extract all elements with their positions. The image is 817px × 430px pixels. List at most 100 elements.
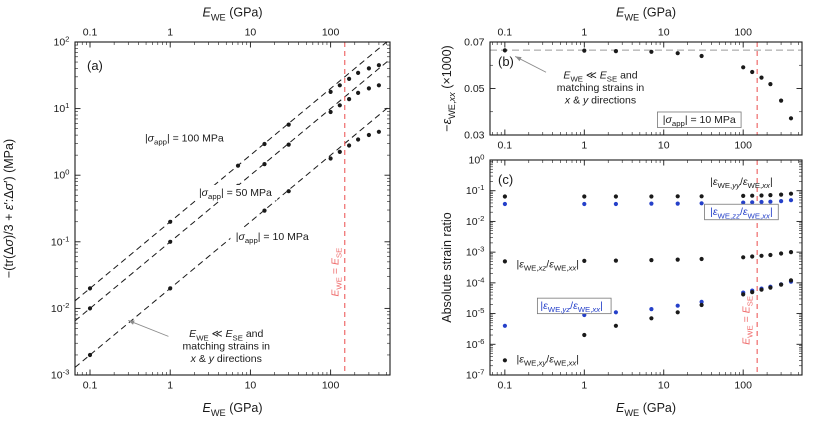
- data-point: [337, 83, 342, 88]
- series-eps-yy-over-xx: [502, 191, 794, 199]
- data-point: [347, 97, 352, 102]
- data-point: [613, 258, 619, 263]
- data-point: [675, 303, 680, 308]
- data-point: [788, 191, 794, 196]
- data-point: [366, 86, 371, 91]
- data-point: [376, 63, 381, 68]
- data-point: [741, 292, 746, 297]
- ewe-equals-ese-label: EWE = ESE: [329, 248, 343, 297]
- y-tick-label: 101: [53, 101, 69, 115]
- data-point: [750, 254, 755, 259]
- data-point: [649, 194, 654, 199]
- panel-c: EWE = ESE |εWE,yy/εWE,xx| |εWE,zz/εWE,xx| |…: [440, 153, 803, 418]
- x-axis-title-top: EWE (GPa): [202, 6, 262, 23]
- y-tick-label: 10-2: [51, 301, 70, 315]
- panel-letter-c: (c): [498, 172, 513, 187]
- annotation-arrow: [515, 56, 547, 73]
- data-point: [376, 129, 381, 134]
- x-tick-label-top: 0.1: [498, 27, 513, 39]
- data-point: [779, 282, 784, 287]
- data-point: [613, 310, 619, 315]
- data-point: [168, 219, 173, 224]
- data-point: [649, 201, 654, 206]
- series-eps-WE-xx-points: [502, 48, 794, 121]
- data-point: [675, 201, 680, 206]
- x-axis-title-bottom: EWE (GPa): [202, 401, 262, 418]
- data-point: [582, 201, 587, 207]
- plot-area: [490, 42, 802, 135]
- data-point: [262, 141, 267, 147]
- x-tick-label-bottom: 0.1: [498, 140, 513, 152]
- x-axis-title-bottom: EWE (GPa): [616, 401, 676, 418]
- data-point: [649, 258, 654, 263]
- sigma-app-label-box: [657, 111, 742, 128]
- data-point: [699, 299, 704, 304]
- data-point: [649, 49, 654, 54]
- y-tick-label: 10-3: [466, 245, 485, 259]
- annotation-line: x & y directions: [564, 94, 636, 106]
- sigma-app-label: |σapp| = 10 MPa: [663, 114, 736, 128]
- data-point: [788, 198, 794, 203]
- y-axis-title: −(tr(Δσ)/3 + ε′:Δσ′) (MPa): [2, 139, 16, 278]
- data-point: [87, 306, 93, 311]
- data-point: [750, 200, 755, 205]
- data-point: [779, 98, 784, 103]
- data-point: [286, 142, 291, 147]
- y-tick-label: 10-1: [51, 234, 70, 248]
- x-tick-label-bottom: 10: [658, 140, 670, 152]
- data-point: [376, 83, 381, 88]
- sigma-50-line-label: |σapp| = 50 MPa: [199, 187, 272, 201]
- data-point: [741, 193, 746, 198]
- data-point: [741, 200, 746, 205]
- data-point: [768, 285, 773, 290]
- data-point: [788, 278, 794, 283]
- series-sigma-10-points: [87, 129, 381, 358]
- series-eps-xy-over-xx: [502, 278, 794, 363]
- data-point: [262, 208, 267, 213]
- annotation-line: EWE ≪ ESE and: [563, 69, 637, 83]
- series-eps-zz-over-xx: [502, 198, 794, 207]
- x-tick-label-bottom: 10: [245, 380, 257, 392]
- y-tick-label: 10-1: [466, 183, 485, 197]
- data-point: [699, 53, 704, 59]
- x-tick-label-top: 100: [734, 27, 752, 39]
- data-point: [582, 194, 587, 199]
- data-point: [759, 199, 764, 205]
- data-point: [699, 201, 704, 206]
- sigma-50-line-label-box: [193, 184, 278, 201]
- y-tick-label: 102: [53, 35, 69, 49]
- annotation-line: matching strains in: [557, 82, 645, 94]
- data-point: [286, 189, 291, 194]
- axis-ticks: [490, 41, 802, 136]
- y-tick-label: 0.07: [464, 37, 485, 49]
- annotation-line: matching strains in: [182, 341, 270, 353]
- x-tick-label-top: 1: [581, 27, 587, 39]
- data-point: [759, 75, 764, 80]
- data-point: [356, 70, 361, 75]
- y-tick-label: 100: [53, 168, 70, 182]
- sigma-10-line-label-box: [230, 228, 315, 245]
- data-point: [750, 69, 755, 75]
- data-point: [750, 290, 755, 295]
- label-eps-xy: |εWE,xy/εWE,xx|: [516, 353, 579, 367]
- data-point: [168, 286, 173, 291]
- y-tick-label: 10-3: [51, 368, 70, 382]
- data-point: [675, 194, 680, 199]
- y-tick-label: 0.05: [464, 83, 485, 95]
- data-point: [613, 194, 619, 199]
- data-point: [582, 48, 587, 53]
- x-tick-label-bottom: 100: [734, 380, 752, 392]
- data-point: [741, 255, 746, 260]
- data-point: [502, 323, 507, 328]
- data-point: [286, 122, 291, 127]
- data-point: [235, 163, 241, 168]
- label-eps-yy: |εWE,yy/εWE,xx|: [710, 176, 773, 190]
- label-eps-yz: |εWE,yz/εWE,xx|: [540, 300, 603, 314]
- y-tick-label: 10-5: [466, 306, 485, 320]
- data-point: [262, 162, 267, 167]
- data-point: [582, 332, 587, 338]
- data-point: [675, 310, 680, 315]
